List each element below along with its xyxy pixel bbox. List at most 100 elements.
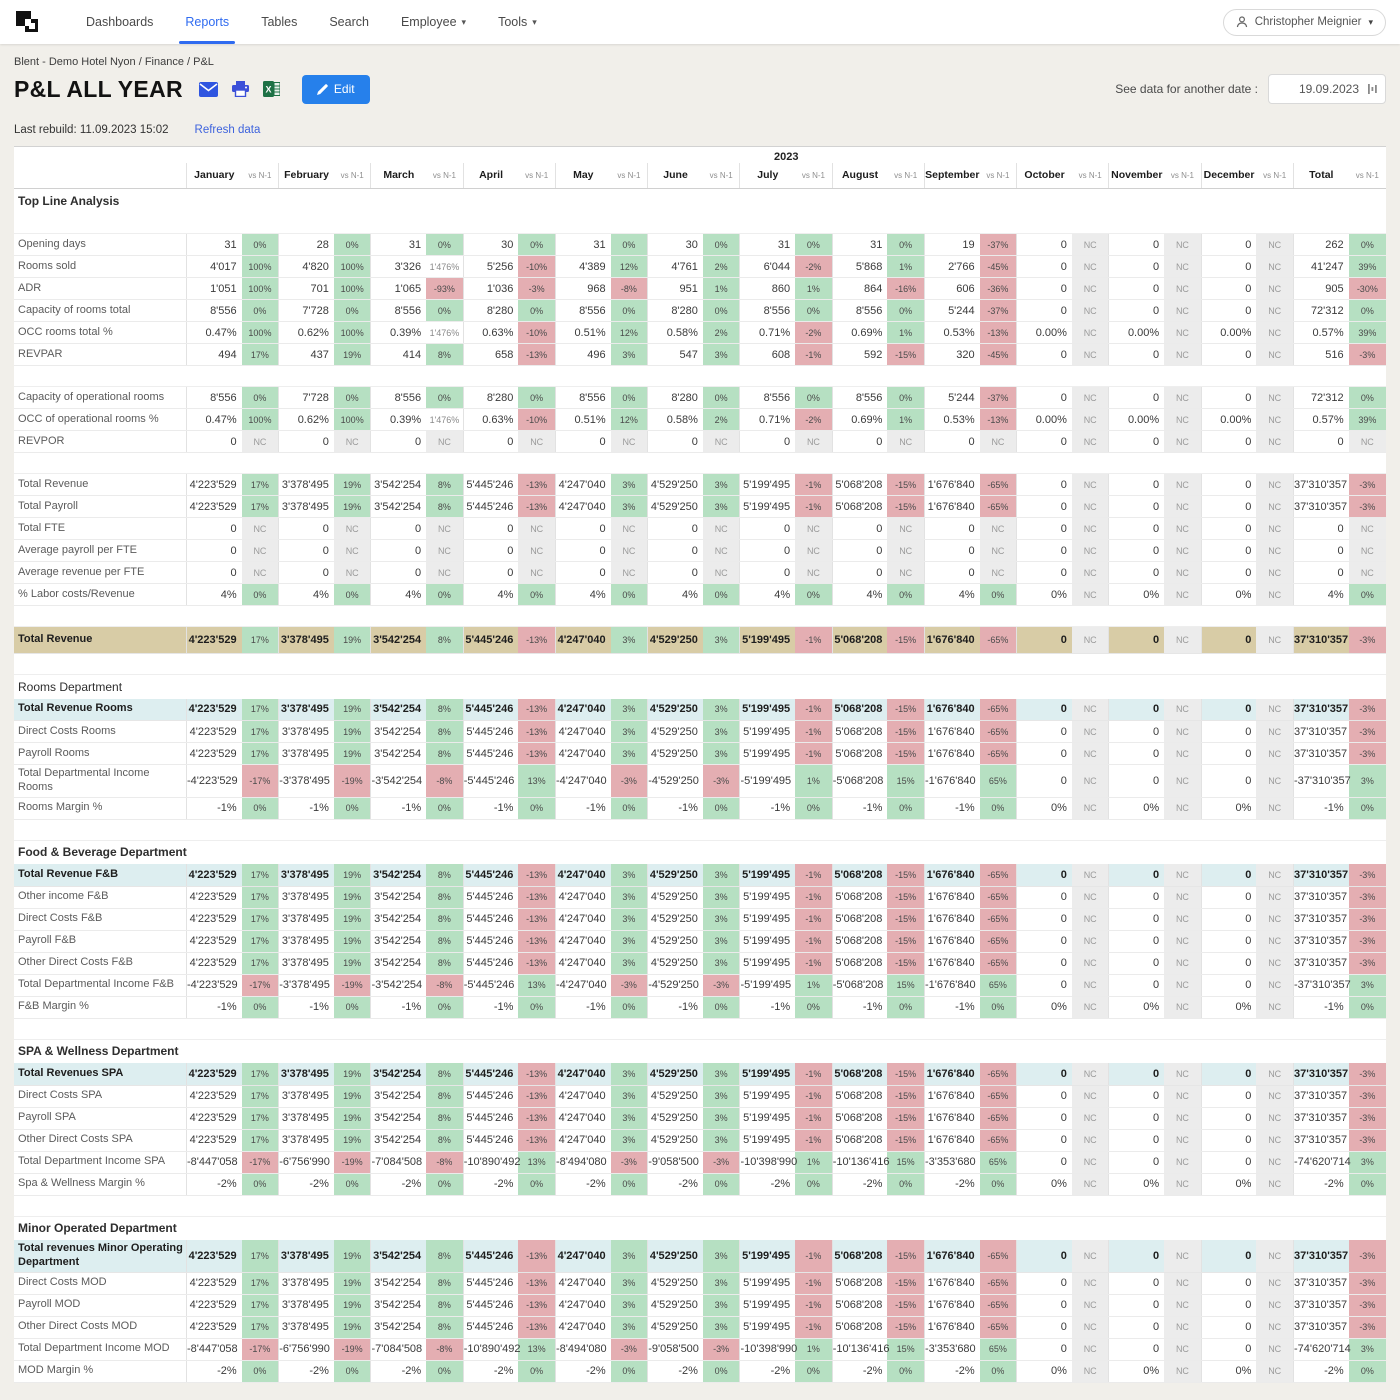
cell-value: 37'310'357 <box>1292 1129 1349 1152</box>
cell-value: 5'445'246 <box>462 1129 519 1152</box>
cell-value: 4% <box>370 583 427 606</box>
cell-vs-n-1: 0% <box>702 299 740 322</box>
cell-vs-n-1: NC <box>1256 1294 1294 1317</box>
cell-vs-n-1: 3% <box>702 1240 740 1273</box>
cell-vs-n-1: 1'476% <box>426 408 464 431</box>
cell-vs-n-1: NC <box>1256 1360 1294 1383</box>
edit-button[interactable]: Edit <box>301 74 370 104</box>
cell-vs-n-1: -1% <box>795 1129 833 1152</box>
cell-value: 1'676'840 <box>923 1240 980 1273</box>
nav-item-employee[interactable]: Employee ▾ <box>400 15 467 29</box>
cell-vs-n-1: NC <box>1071 1151 1109 1174</box>
cell-value: 4'529'250 <box>647 886 703 909</box>
cell-vs-n-1: NC <box>795 561 833 584</box>
cell-value: -2% <box>462 1360 519 1383</box>
cell-vs-n-1: -15% <box>887 1294 925 1317</box>
cell-value: 0 <box>1108 698 1165 721</box>
app-logo-icon[interactable] <box>14 8 42 36</box>
cell-value: 0 <box>1200 764 1257 798</box>
cell-value: 4'017 <box>185 255 242 278</box>
nav-item-reports[interactable]: Reports <box>169 0 245 44</box>
cell-vs-n-1: 0% <box>426 583 464 606</box>
spacer-row <box>14 1018 1386 1040</box>
cell-value: 0 <box>1108 952 1165 975</box>
date-input[interactable]: 19.09.2023 <box>1268 74 1386 104</box>
nav-item-tables[interactable]: Tables <box>261 15 298 29</box>
cell-value: 1'676'840 <box>923 1107 980 1130</box>
cell-value: 5'068'208 <box>831 698 888 721</box>
cell-vs-n-1: NC <box>1071 583 1109 606</box>
cell-value: 4'223'529 <box>185 1240 242 1273</box>
cell-vs-n-1: NC <box>1348 517 1386 540</box>
cell-value: 5'445'246 <box>462 864 519 887</box>
mail-icon[interactable] <box>198 81 218 97</box>
cell-value: 0.63% <box>462 321 519 344</box>
cell-value: 37'310'357 <box>1292 742 1349 765</box>
cell-value: 0 <box>1200 930 1257 953</box>
cell-value: 4'223'529 <box>185 1272 242 1295</box>
cell-value: -10'890'492 <box>462 1338 521 1361</box>
cell-value: 31 <box>185 233 242 256</box>
cell-vs-n-1: -1% <box>795 886 833 909</box>
nav-item-tools[interactable]: Tools ▾ <box>498 15 537 29</box>
cell-vs-n-1: 0% <box>333 299 371 322</box>
cell-vs-n-1: NC <box>1071 742 1109 765</box>
refresh-data-link[interactable]: Refresh data <box>194 124 261 136</box>
cell-value: 4'529'250 <box>647 698 703 721</box>
cell-value: 4'223'529 <box>185 698 242 721</box>
cell-value: 516 <box>1292 343 1349 366</box>
spacer-cell <box>14 605 1386 627</box>
cell-vs-n-1: NC <box>979 430 1017 453</box>
nav-item-search[interactable]: Search <box>329 15 369 29</box>
cell-value: 3'542'254 <box>370 1294 427 1317</box>
breadcrumb[interactable]: Blent - Demo Hotel Nyon / Finance / P&L <box>14 56 214 68</box>
excel-icon[interactable]: X <box>262 81 280 97</box>
cell-vs-n-1: 15% <box>887 974 925 997</box>
cell-vs-n-1: 19% <box>333 908 371 931</box>
print-icon[interactable] <box>231 81 249 97</box>
pnl-table: 2023 January vs N-1 February vs N-1 March vs N… <box>14 147 1386 1383</box>
cell-value: -2% <box>554 1360 611 1383</box>
cell-vs-n-1: NC <box>518 561 556 584</box>
cell-value: -1% <box>923 996 980 1019</box>
cell-value: 0% <box>1108 583 1165 606</box>
nav-item-dashboards[interactable]: Dashboards <box>86 15 154 29</box>
spacer-row <box>14 212 1386 234</box>
cell-vs-n-1: -3% <box>1348 742 1386 765</box>
cell-vs-n-1: NC <box>1071 539 1109 562</box>
table-row: Total FTE 0 NC 0 NC 0 NC 0 NC 0 NC 0 NC 0 NC 0 NC 0 NC 0 NC 0… <box>14 517 1386 540</box>
cell-vs-n-1: 13% <box>518 1151 556 1174</box>
cell-vs-n-1: 0% <box>887 386 925 409</box>
user-menu[interactable]: Christopher Meignier ▾ <box>1222 8 1386 36</box>
cell-value: 5'445'246 <box>462 1294 519 1317</box>
row-label: REVPAR <box>14 343 187 366</box>
cell-vs-n-1: -3% <box>610 974 648 997</box>
cell-value: 0 <box>1108 886 1165 909</box>
cell-value: 0 <box>1108 277 1165 300</box>
cell-value: 1'676'840 <box>923 1272 980 1295</box>
cell-vs-n-1: 0% <box>518 797 556 820</box>
table-row: Payroll MOD 4'223'529 17% 3'378'495 19% 3'542… <box>14 1294 1386 1317</box>
cell-vs-n-1: 0% <box>241 1173 279 1196</box>
cell-vs-n-1: -8% <box>426 1338 464 1361</box>
cell-vs-n-1: NC <box>1071 764 1109 798</box>
cell-value: 3'378'495 <box>278 720 334 743</box>
cell-value: 0.58% <box>647 408 703 431</box>
cell-vs-n-1: 19% <box>333 886 371 909</box>
cell-value: 5'199'495 <box>739 1063 796 1086</box>
row-label: Total Department Income SPA <box>14 1151 187 1174</box>
cell-value: 0.39% <box>370 408 427 431</box>
cell-value: 4% <box>185 583 242 606</box>
cell-vs-n-1: -1% <box>795 495 833 518</box>
cell-vs-n-1: NC <box>1071 1360 1109 1383</box>
cell-vs-n-1: 39% <box>1348 321 1386 344</box>
cell-value: 4'529'250 <box>647 864 703 887</box>
cell-value: -1% <box>462 797 519 820</box>
cell-vs-n-1: 0% <box>610 1173 648 1196</box>
cell-vs-n-1: -1% <box>795 742 833 765</box>
cell-vs-n-1: 3% <box>702 930 740 953</box>
cell-vs-n-1: -15% <box>887 908 925 931</box>
cell-vs-n-1: 3% <box>702 1063 740 1086</box>
cell-value: 37'310'357 <box>1292 1063 1349 1086</box>
cell-vs-n-1: 0% <box>426 996 464 1019</box>
